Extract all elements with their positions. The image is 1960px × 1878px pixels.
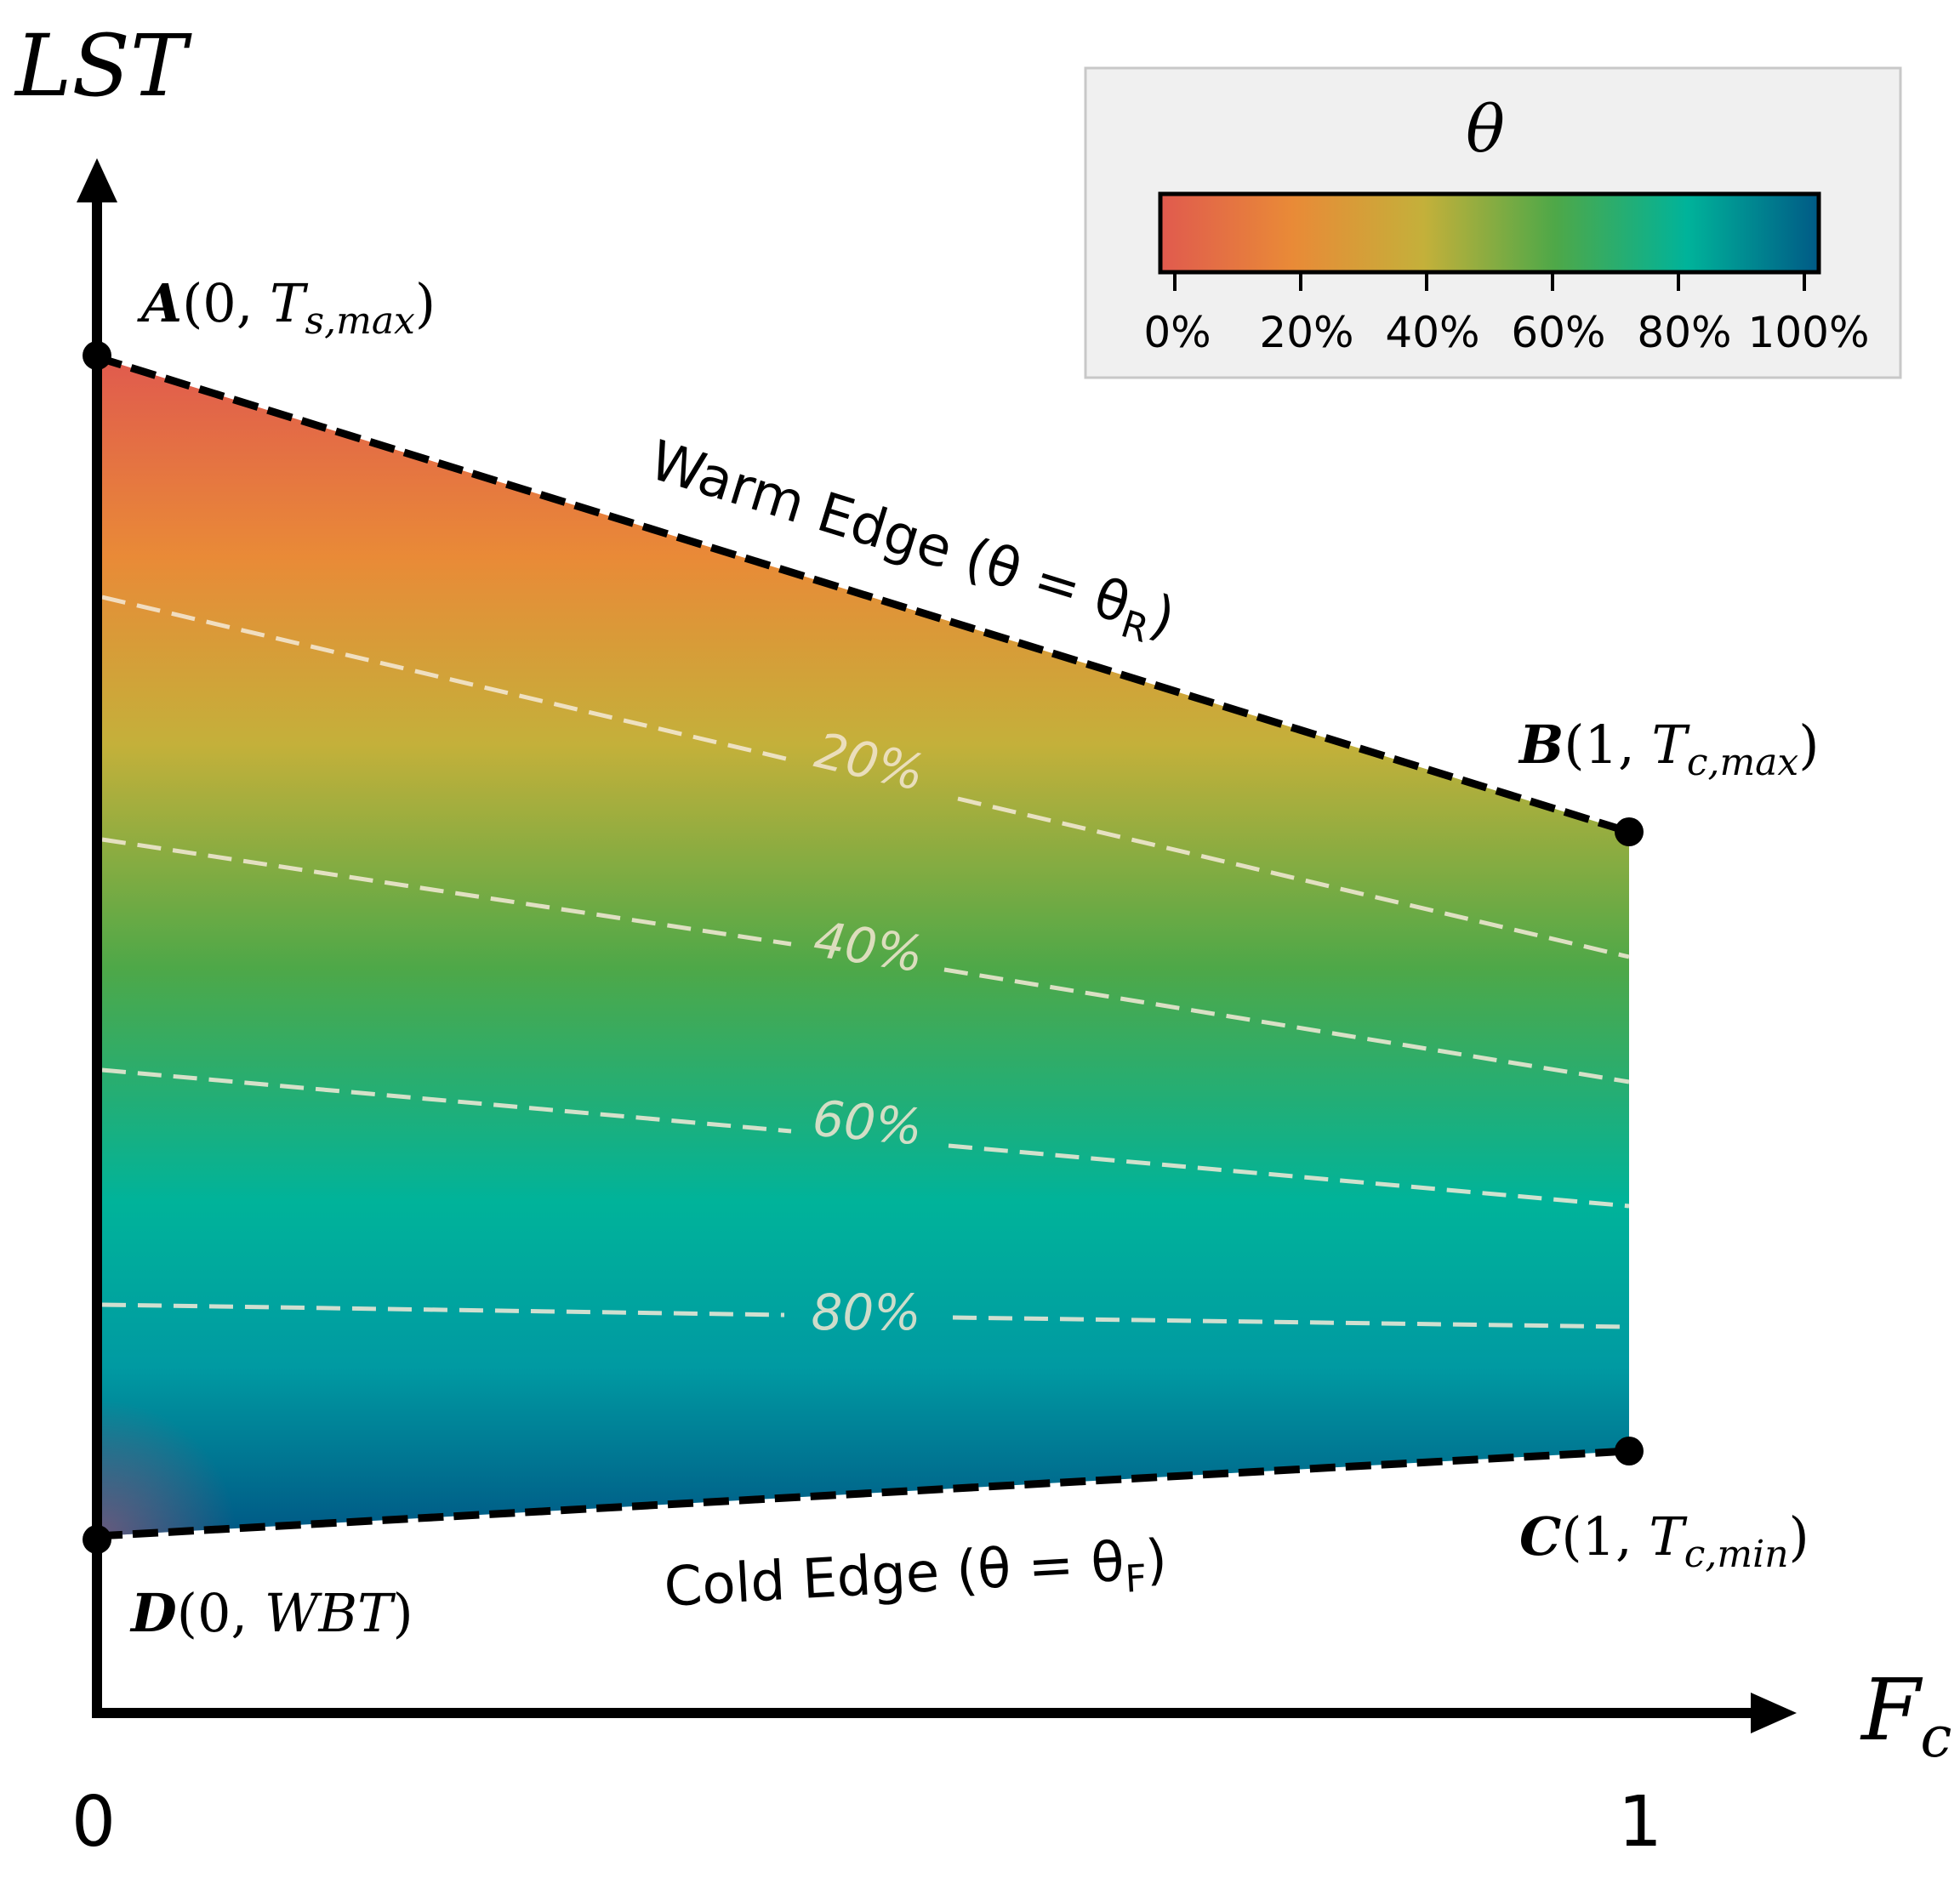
contour-40-line-left — [101, 837, 792, 947]
point-A-label: A(0, Ts,max) — [137, 272, 436, 343]
colorbar-tick-label: 100% — [1748, 308, 1870, 357]
colorbar-tick-label: 0% — [1143, 308, 1211, 357]
x-axis-arrow-icon — [1751, 1693, 1797, 1733]
contour-60-line-left — [101, 1067, 792, 1134]
colorbar-tick-label: 80% — [1637, 308, 1731, 357]
contour-lines — [101, 595, 1630, 1329]
corner-glow — [97, 1378, 318, 1536]
warm-edge-line — [95, 353, 1631, 836]
contour-label-60: 60% — [811, 1090, 925, 1157]
colorbar-tick-label: 20% — [1259, 308, 1353, 357]
colorbar-title: θ — [1466, 91, 1505, 167]
y-axis-arrow-icon — [77, 158, 117, 202]
y-axis-label: LST — [14, 16, 192, 116]
contour-60-line-right — [948, 1143, 1630, 1209]
point-B-dot — [1615, 817, 1644, 846]
x-tick-1: 1 — [1618, 1782, 1662, 1863]
cold-edge-label: Cold Edge (θ = θF) — [663, 1528, 1170, 1627]
colorbar-gradient — [1158, 191, 1821, 275]
colorbar-tick-label: 40% — [1385, 308, 1479, 357]
contour-20-line-left — [101, 595, 790, 762]
point-D-label: D(0, WBT) — [129, 1582, 413, 1644]
contour-80-line-left — [101, 1302, 785, 1317]
x-tick-0: 0 — [71, 1782, 116, 1863]
contour-label-80: 80% — [812, 1283, 921, 1341]
contour-20-line-right — [957, 796, 1630, 959]
cold-edge-line — [96, 1447, 1630, 1540]
point-C-label: C(1, Tc,min) — [1519, 1505, 1809, 1576]
x-axis-label: Fc — [1860, 1660, 1951, 1770]
colorbar-tick-label: 60% — [1511, 308, 1605, 357]
point-D-dot — [83, 1525, 111, 1554]
contour-40-line-right — [943, 967, 1630, 1084]
contour-80-line-right — [952, 1315, 1630, 1329]
point-B-label: B(1, Tc,max) — [1518, 714, 1819, 784]
point-C-dot — [1615, 1437, 1644, 1465]
colorbar-legend: θ 0% 20% 40% 60% 80% 100% — [1084, 66, 1902, 379]
point-A-dot — [83, 341, 111, 370]
theta-region — [97, 357, 1629, 1536]
